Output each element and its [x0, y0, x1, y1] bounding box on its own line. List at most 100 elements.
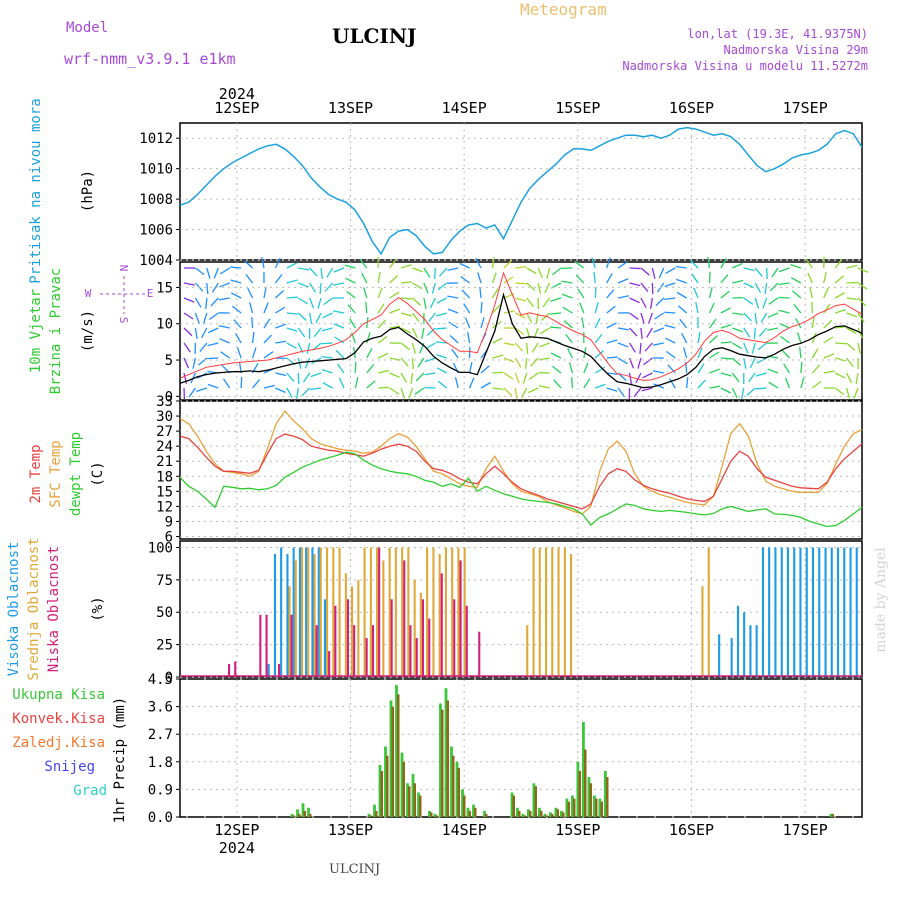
- precip-conv-bar: [309, 813, 312, 817]
- wind-barb: [676, 291, 687, 299]
- wind-barb: [732, 262, 743, 269]
- wind-barb: [377, 319, 387, 329]
- wind-barb: [666, 350, 676, 359]
- wind-barb: [435, 327, 447, 330]
- lonlat-label: lon,lat (19.3E, 41.9375N): [687, 27, 868, 41]
- wind-barb: [633, 387, 642, 398]
- wind-barb: [414, 387, 425, 395]
- wind-barb: [709, 335, 718, 344]
- wind-barb: [800, 361, 803, 374]
- wind-barb: [762, 297, 768, 309]
- wind-barb: [274, 290, 284, 299]
- wind-barb: [857, 342, 861, 354]
- wind-barb: [429, 297, 436, 309]
- wind-barb: [337, 363, 345, 374]
- pressure-axis-tick-label: 1012: [139, 131, 173, 147]
- precip-conv-bar: [441, 709, 444, 817]
- wind-barb: [231, 292, 242, 299]
- wind-barb: [628, 372, 633, 384]
- wind-barb: [754, 297, 760, 309]
- wind-barb: [366, 316, 369, 329]
- wind-barb: [491, 272, 497, 284]
- low-cloud-bar: [315, 625, 318, 677]
- wind-barb: [183, 282, 195, 286]
- wind-barb: [447, 267, 459, 271]
- sfc-temp-line: [179, 409, 863, 515]
- wind-barb: [617, 357, 628, 365]
- wind-barb: [389, 258, 397, 269]
- wind-barb: [503, 342, 515, 346]
- top-date-label: 12SEP: [214, 99, 259, 117]
- wind-barb: [693, 287, 699, 299]
- wind-barb: [581, 317, 585, 329]
- mid-cloud-bar: [426, 547, 429, 677]
- mid-cloud-bar: [363, 547, 366, 677]
- wind-barb: [708, 302, 715, 314]
- precip-conv-bar: [474, 807, 477, 817]
- footer-station: ULCINJ: [329, 862, 381, 877]
- wind-barb: [286, 342, 297, 349]
- precip-total-bar: [378, 764, 382, 817]
- wind-barb: [665, 337, 676, 344]
- wind-barb: [783, 363, 791, 374]
- wind-barb: [664, 311, 676, 314]
- wind-barb: [743, 327, 751, 338]
- wind-barb: [480, 301, 483, 314]
- wind-barb: [433, 267, 436, 280]
- wind-barb: [617, 295, 629, 299]
- wind-barb: [629, 327, 638, 337]
- wind-barb: [514, 387, 518, 399]
- precip-conv-bar: [584, 749, 587, 817]
- pressure-axis-tick-label: 1010: [139, 162, 173, 178]
- wind-barb: [732, 279, 744, 284]
- wind-barb: [778, 309, 790, 314]
- wind-barb: [321, 342, 333, 345]
- wind-barb: [544, 282, 551, 294]
- temp-axis-tick-label: 18: [156, 469, 173, 485]
- wind-barb: [423, 267, 431, 278]
- wind-barb: [640, 267, 650, 276]
- wind-barb: [515, 312, 526, 319]
- wind-barb: [695, 302, 699, 314]
- wind-barb: [454, 377, 459, 389]
- high-cloud-bar: [855, 547, 858, 677]
- wind-barb: [411, 357, 414, 370]
- wind-barb: [220, 351, 231, 359]
- wind-barb: [748, 372, 756, 383]
- precip-conv-bar: [485, 813, 488, 817]
- high-cloud-bar: [749, 625, 752, 677]
- wind-barb: [389, 308, 401, 314]
- wind-barb: [767, 368, 779, 374]
- compass-west-label: W: [85, 287, 92, 300]
- wind-barb: [421, 327, 425, 339]
- precip-total-bar: [510, 792, 514, 817]
- wind-barb: [417, 357, 425, 368]
- pressure-axis-tick-label: 1004: [139, 253, 173, 269]
- wind-barb: [263, 287, 267, 299]
- mid-cloud-bar: [463, 547, 466, 677]
- wind-barb: [345, 277, 356, 284]
- sfc-temp-axis-label: SFC Temp: [48, 440, 64, 507]
- cloud-axis-tick-label: 50: [156, 605, 173, 621]
- wind-barb: [206, 267, 211, 279]
- wind-barb: [805, 258, 813, 269]
- temp-axis-tick-label: 21: [156, 454, 173, 470]
- wind-barb: [551, 365, 562, 374]
- wind-barb: [333, 310, 345, 314]
- wind-barb: [541, 312, 551, 321]
- wind-barb: [767, 312, 779, 318]
- precip-total-bar: [461, 789, 464, 817]
- precip-total-bar: [455, 761, 459, 817]
- wind-barb: [653, 383, 665, 389]
- mid-cloud-bar: [570, 554, 573, 677]
- mid-cloud-bar: [563, 547, 566, 677]
- precip-conv-bar: [413, 783, 416, 817]
- wind-barb: [708, 287, 713, 299]
- wind-barb: [286, 279, 298, 284]
- wind-barb: [230, 279, 242, 284]
- wind-barb: [436, 367, 448, 374]
- wind-barb: [515, 266, 527, 269]
- wind-barb: [194, 297, 202, 308]
- wind-barb: [448, 321, 459, 329]
- wind-barb: [797, 332, 802, 344]
